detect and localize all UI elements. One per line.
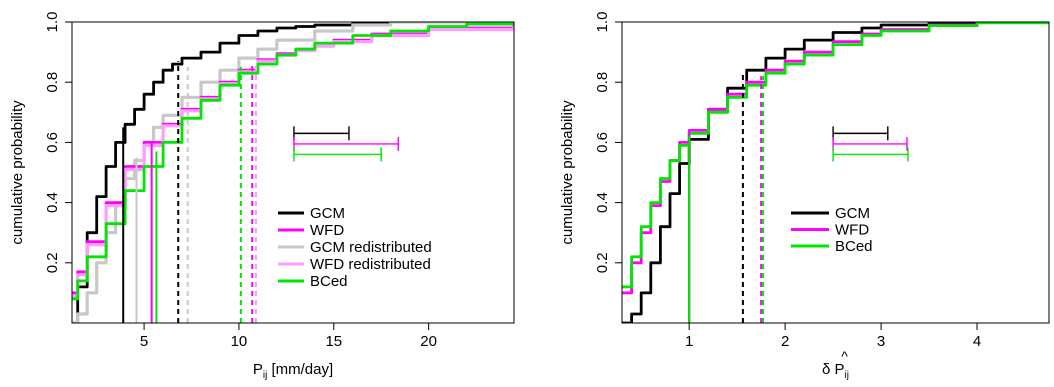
interval-bced xyxy=(832,147,909,162)
interval-wfd xyxy=(293,136,399,151)
series-line-gcm xyxy=(72,22,514,323)
y-tick-label: 0.8 xyxy=(44,72,61,93)
series-line-bced xyxy=(622,22,1049,289)
x-tick-label: 15 xyxy=(325,333,342,350)
legend-label: GCM redistributed xyxy=(310,239,432,256)
legend-entry: GCM redistributed xyxy=(278,239,432,256)
y-tick-label: 1.0 xyxy=(594,12,611,33)
plot-area xyxy=(72,22,514,323)
y-tick-label: 0.6 xyxy=(594,132,611,153)
series-line-bced xyxy=(72,22,514,301)
y-axis-label: cumulative probability xyxy=(559,100,576,245)
legend-label: BCed xyxy=(835,238,873,255)
legend-entry: GCM xyxy=(791,205,870,222)
x-axis-label: δ Pij xyxy=(822,361,849,381)
legend-label: WFD xyxy=(310,222,344,239)
chart-precipitation-cdf: 5 10 15 20 0.2 0.4 0.6 0.8 1.0 cumulative probabi… xyxy=(9,12,515,381)
legend-entry: WFD xyxy=(278,222,344,239)
y-tick-label: 0.4 xyxy=(594,192,611,213)
legend-entry: GCM xyxy=(278,205,345,222)
x-axis-label-hat: ^ xyxy=(841,348,848,364)
y-tick-label: 0.2 xyxy=(594,252,611,273)
y-tick-label: 0.8 xyxy=(594,72,611,93)
interval-wfd xyxy=(832,136,908,151)
legend-entry: WFD redistributed xyxy=(278,256,431,273)
series-line-gcm-redistributed xyxy=(72,22,514,323)
legend-label: GCM xyxy=(835,205,870,222)
x-tick-label: 10 xyxy=(231,333,248,350)
interval-gcm xyxy=(293,126,350,141)
x-tick-label: 1 xyxy=(685,333,693,350)
legend-entry: WFD xyxy=(791,222,869,239)
series-line-gcm xyxy=(622,22,1049,323)
x-axis-label: Pij [mm/day] xyxy=(253,361,333,381)
legend-entry: BCed xyxy=(278,273,348,290)
legend-label: WFD xyxy=(835,222,869,239)
y-tick-label: 1.0 xyxy=(44,12,61,33)
legend-label: WFD redistributed xyxy=(310,256,431,273)
y-tick-label: 0.4 xyxy=(44,192,61,213)
legend-entry: BCed xyxy=(791,238,873,255)
x-tick-label: 20 xyxy=(420,333,437,350)
x-tick-label: 4 xyxy=(973,333,981,350)
plot-area xyxy=(622,22,1049,323)
y-tick-label: 0.6 xyxy=(44,132,61,153)
legend-label: BCed xyxy=(310,273,348,290)
series-line-wfd-redistributed xyxy=(72,26,514,298)
y-axis-label: cumulative probability xyxy=(9,100,26,245)
x-tick-label: 2 xyxy=(781,333,789,350)
interval-bced xyxy=(293,147,382,162)
interval-gcm xyxy=(832,126,889,141)
axes-frame xyxy=(621,21,1050,324)
chart-scaled-precipitation-cdf: 1 2 3 4 0.2 0.4 0.6 0.8 1.0 cumulative probabilit… xyxy=(559,12,1050,381)
legend-label: GCM xyxy=(310,205,345,222)
y-tick-label: 0.2 xyxy=(44,252,61,273)
x-tick-label: 3 xyxy=(877,333,885,350)
x-tick-label: 5 xyxy=(140,333,148,350)
axes-frame xyxy=(71,21,515,324)
